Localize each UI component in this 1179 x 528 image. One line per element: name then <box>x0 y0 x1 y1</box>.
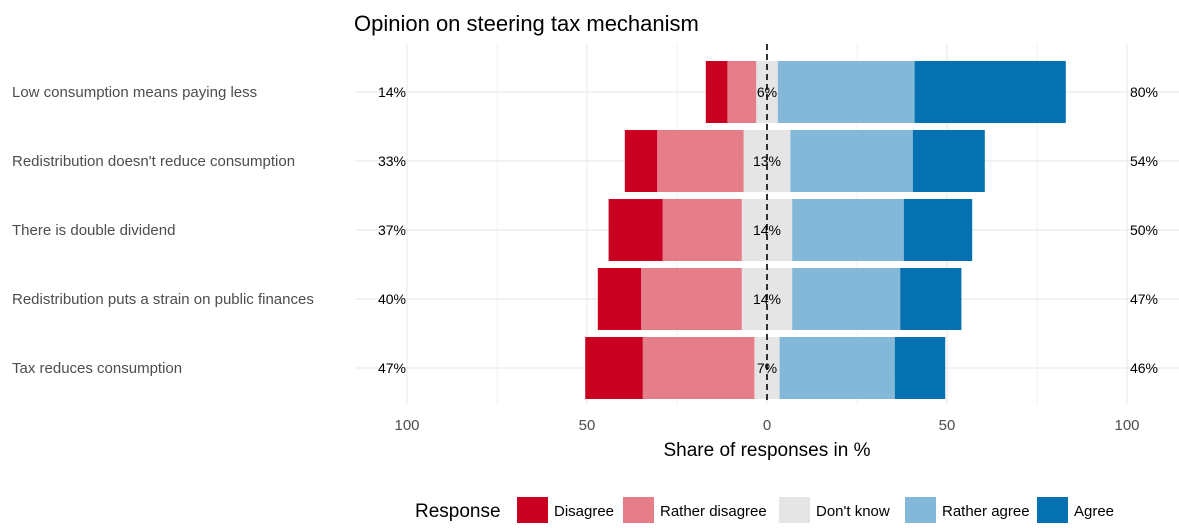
chart-title: Opinion on steering tax mechanism <box>354 11 699 36</box>
bar-segment-agree <box>912 130 985 192</box>
bar-segment-dont-know <box>743 130 791 192</box>
neutral-label: 13% <box>753 153 781 169</box>
category-label: Low consumption means paying less <box>12 84 257 101</box>
bar-segment-rather-disagree <box>642 337 755 399</box>
category-label: Tax reduces consumption <box>12 360 182 377</box>
bar-segment-rather-disagree <box>727 61 757 123</box>
legend-swatch <box>1037 497 1068 523</box>
legend-swatch <box>779 497 810 523</box>
legend-swatch <box>623 497 654 523</box>
bar-segment-disagree <box>608 199 663 261</box>
bar-segment-disagree <box>597 268 641 330</box>
bar-segment-agree <box>900 268 962 330</box>
left-total-label: 14% <box>378 84 406 100</box>
category-label: Redistribution doesn't reduce consumptio… <box>12 153 295 170</box>
bar-segment-agree <box>914 61 1066 123</box>
x-tick-label: 100 <box>1114 417 1139 434</box>
bar-segment-agree <box>903 199 973 261</box>
legend-swatch <box>905 497 936 523</box>
bar-segment-agree <box>894 337 946 399</box>
legend-item-label: Rather disagree <box>660 503 767 520</box>
neutral-label: 6% <box>757 84 777 100</box>
left-total-label: 47% <box>378 360 406 376</box>
right-total-label: 50% <box>1130 222 1158 238</box>
bar-segment-rather-agree <box>792 268 901 330</box>
category-label: There is double dividend <box>12 222 175 239</box>
category-label: Redistribution puts a strain on public f… <box>12 291 314 308</box>
bar-segment-rather-agree <box>779 337 895 399</box>
bar-segment-disagree <box>705 61 728 123</box>
x-tick-label: 50 <box>939 417 956 434</box>
legend: Response Disagree Rather disagree Don't kn… <box>415 497 1114 523</box>
left-total-label: 37% <box>378 222 406 238</box>
bars <box>585 44 1066 404</box>
bar-segment-dont-know <box>756 61 778 123</box>
legend-title: Response <box>415 501 501 522</box>
right-total-label: 47% <box>1130 291 1158 307</box>
bar-segment-rather-disagree <box>662 199 742 261</box>
bar-segment-disagree <box>624 130 658 192</box>
labels: Low consumption means paying less 14% 6% 80… <box>12 84 1158 377</box>
bar-segment-rather-agree <box>792 199 904 261</box>
legend-item-label: Disagree <box>554 503 614 520</box>
x-tick-label: 100 <box>394 417 419 434</box>
neutral-label: 14% <box>753 291 781 307</box>
right-total-label: 54% <box>1130 153 1158 169</box>
right-total-label: 80% <box>1130 84 1158 100</box>
legend-swatch <box>517 497 548 523</box>
legend-item-label: Rather agree <box>942 503 1030 520</box>
neutral-label: 7% <box>757 360 777 376</box>
x-tick-label: 0 <box>763 417 771 434</box>
right-total-label: 46% <box>1130 360 1158 376</box>
bar-segment-rather-agree <box>790 130 913 192</box>
legend-item-label: Don't know <box>816 503 890 520</box>
bar-segment-disagree <box>585 337 643 399</box>
legend-item-label: Agree <box>1074 503 1114 520</box>
neutral-label: 14% <box>753 222 781 238</box>
left-total-label: 33% <box>378 153 406 169</box>
bar-segment-rather-disagree <box>641 268 742 330</box>
bar-segment-rather-disagree <box>657 130 744 192</box>
left-total-label: 40% <box>378 291 406 307</box>
x-tick-label: 50 <box>579 417 596 434</box>
x-axis-label: Share of responses in % <box>663 440 870 461</box>
bar-segment-rather-agree <box>777 61 915 123</box>
